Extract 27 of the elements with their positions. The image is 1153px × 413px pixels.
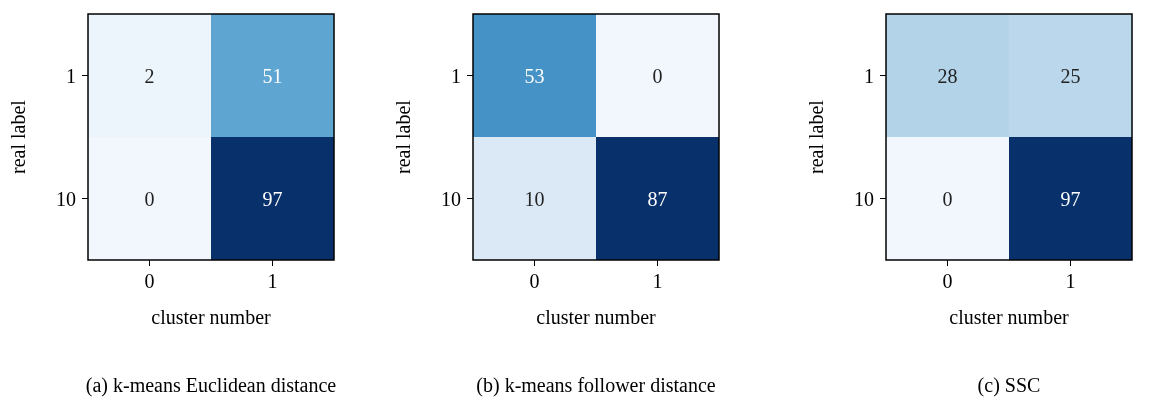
data-label: 0 bbox=[942, 187, 953, 210]
data-label: 28 bbox=[937, 64, 958, 87]
x-axis-title: cluster number bbox=[949, 306, 1070, 328]
data-label: 97 bbox=[1060, 187, 1081, 210]
x-tick-label: 1 bbox=[1065, 270, 1076, 292]
text: (b) k-means follower distance bbox=[476, 374, 716, 397]
x-tick-label: 1 bbox=[267, 270, 278, 292]
data-label: 25 bbox=[1060, 64, 1081, 87]
text: (a) k-means Euclidean distance bbox=[85, 374, 337, 397]
x-tick-label: 0 bbox=[144, 270, 155, 292]
y-axis-title: real label bbox=[7, 99, 29, 174]
x-tick-label: 0 bbox=[529, 270, 540, 292]
y-axis-title: real label bbox=[392, 99, 414, 174]
data-label: 53 bbox=[524, 64, 545, 87]
text: (c) SSC bbox=[977, 374, 1041, 397]
data-label: 10 bbox=[524, 187, 545, 210]
data-label: 2 bbox=[144, 64, 155, 87]
data-label: 97 bbox=[262, 187, 283, 210]
data-label: 87 bbox=[647, 187, 668, 210]
x-axis-title: cluster number bbox=[151, 306, 272, 328]
data-label: 51 bbox=[262, 64, 283, 87]
data-label: 0 bbox=[144, 187, 155, 210]
x-axis-title: cluster number bbox=[536, 306, 657, 328]
data-label: 0 bbox=[652, 64, 663, 87]
x-tick-label: 0 bbox=[942, 270, 953, 292]
y-axis-title: real label bbox=[805, 99, 827, 174]
x-tick-label: 1 bbox=[652, 270, 663, 292]
